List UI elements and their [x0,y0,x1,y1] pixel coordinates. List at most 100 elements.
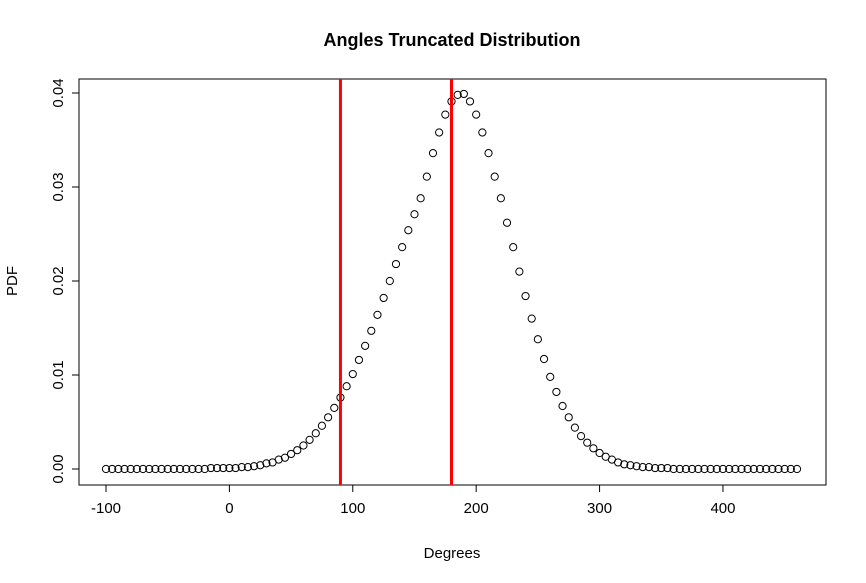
data-point [780,464,789,474]
data-point [792,464,802,474]
x-tick-label: 200 [464,500,489,517]
data-point [539,354,549,364]
data-point [595,448,604,458]
data-point [398,243,407,252]
data-point [527,314,536,323]
data-point [404,226,413,235]
data-point [570,423,579,432]
data-point [731,464,740,474]
y-tick-label: 0.03 [50,172,67,201]
data-point [225,463,234,473]
data-point [644,463,654,472]
data-point [317,421,327,430]
data-point [762,464,771,474]
data-point [243,463,253,472]
data-point [768,464,777,474]
data-point [737,464,746,474]
data-point [632,462,641,471]
data-point [564,413,573,422]
data-point [478,128,487,137]
data-points [101,89,802,474]
data-point [620,460,629,469]
data-point [188,464,197,474]
data-point [391,259,401,269]
y-tick-label: 0.01 [50,360,67,389]
data-point [114,464,123,474]
data-point [385,276,394,286]
data-point [669,464,678,474]
x-tick-label: 300 [587,500,612,517]
data-point [169,464,178,474]
data-point [299,441,308,450]
data-point [675,464,684,474]
data-point [101,464,111,474]
data-point [194,464,203,474]
x-tick-label: 100 [340,500,365,517]
y-axis-label: PDF [4,266,21,296]
data-point [324,413,333,422]
data-point [249,462,259,471]
data-point [237,463,246,472]
data-point [342,382,351,391]
data-point [650,463,660,473]
data-point [330,403,339,412]
data-point [453,90,462,99]
reference-lines [338,79,453,485]
data-point [422,172,431,181]
data-point [416,194,425,203]
data-point [583,438,592,447]
data-point [348,369,357,379]
data-point [509,243,518,252]
data-point [157,464,166,474]
data-point [379,293,388,303]
data-point [552,387,561,397]
data-point [231,463,240,473]
data-point [367,326,376,335]
data-point [410,210,419,219]
data-point [206,463,215,473]
data-point [293,446,302,455]
data-point [361,341,370,350]
data-point [212,463,222,473]
data-point [280,453,290,462]
data-point [725,464,734,474]
data-point [521,291,530,301]
data-point [373,310,382,319]
data-point [681,464,691,474]
data-point [546,372,555,381]
x-tick-label: 400 [710,500,735,517]
data-point [126,464,135,474]
data-point [132,464,141,474]
data-point [515,267,524,276]
data-point [774,464,783,474]
data-point [490,172,499,181]
data-point [576,432,586,441]
data-point [484,149,493,158]
data-point [589,444,598,453]
data-point [533,335,542,344]
data-point [786,464,795,474]
data-point [108,464,117,474]
data-point [305,435,314,444]
data-point [163,464,172,474]
data-point [626,461,635,470]
data-point [472,110,481,119]
data-point [175,464,185,474]
data-point [435,128,444,137]
data-point [496,194,505,203]
data-point [151,464,160,474]
data-point [749,464,758,474]
data-point [182,464,191,474]
y-tick-label: 0.02 [50,266,67,295]
x-tick-label: 0 [225,500,233,517]
x-tick-label: -100 [91,500,121,517]
data-point [700,464,709,474]
data-point [663,463,672,473]
data-point [755,464,765,474]
x-axis: -100 0 100 200 300 400 [91,484,735,517]
data-point [354,355,364,365]
data-point [718,464,728,474]
data-point [256,461,265,470]
y-tick-label: 0.00 [50,454,67,483]
